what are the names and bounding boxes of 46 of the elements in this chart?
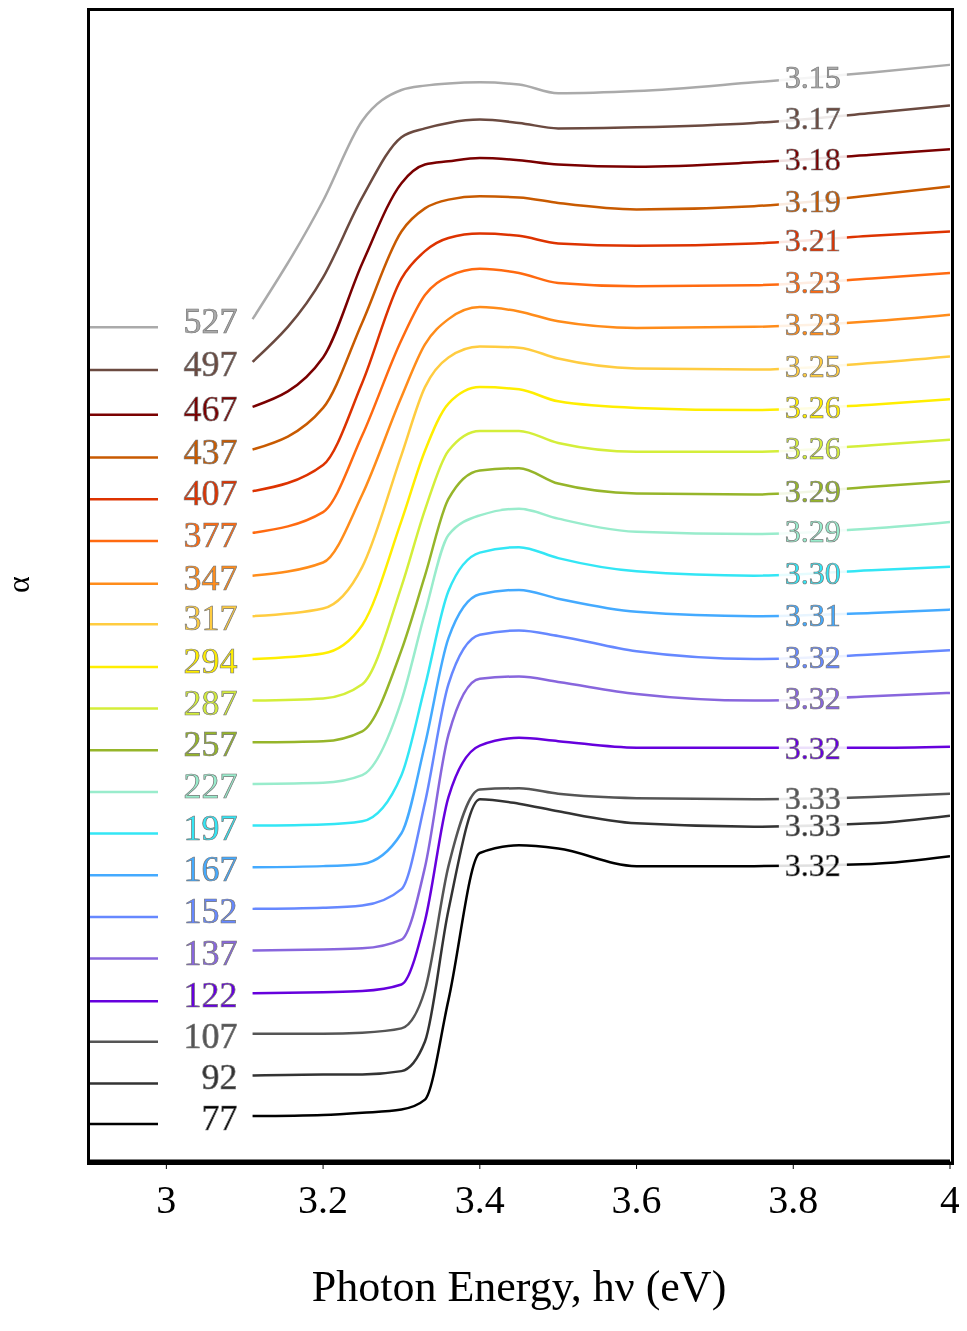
x-tick-label: 4 <box>940 1177 960 1223</box>
legend-label: 287 <box>183 682 238 723</box>
legend-label: 377 <box>183 514 238 555</box>
x-tick-label: 3.4 <box>454 1177 505 1223</box>
x-tick-label: 3.6 <box>611 1177 662 1223</box>
annotation: 3.17 <box>784 99 841 136</box>
x-tick-label: 3.8 <box>768 1177 819 1223</box>
legend-label: 347 <box>183 557 238 598</box>
annotation: 3.25 <box>784 348 841 385</box>
annotation: 3.32 <box>784 680 841 717</box>
legend-label: 92 <box>201 1057 238 1098</box>
x-tick-label: 3 <box>156 1177 177 1223</box>
annotation: 3.26 <box>784 389 841 426</box>
legend-label: 437 <box>183 431 238 472</box>
legend-label: 294 <box>183 640 238 681</box>
annotation: 3.15 <box>784 59 841 96</box>
x-axis-title: Photon Energy, hν (eV) <box>311 1262 727 1311</box>
annotation: 3.31 <box>784 596 841 633</box>
annotation: 3.29 <box>784 513 841 550</box>
legend-label: 107 <box>183 1015 238 1056</box>
legend-label: 227 <box>183 765 238 806</box>
legend-label: 197 <box>183 807 238 848</box>
annotation: 3.23 <box>784 263 841 300</box>
annotation: 3.26 <box>784 430 841 467</box>
legend-label: 122 <box>183 975 238 1016</box>
annotation: 3.23 <box>784 306 841 343</box>
x-tick-label: 3.2 <box>298 1177 349 1223</box>
annotation: 3.19 <box>784 182 841 219</box>
annotation: 3.32 <box>784 638 841 675</box>
legend-label: 77 <box>201 1098 238 1139</box>
legend-label: 497 <box>183 343 238 384</box>
annotation: 3.32 <box>784 847 841 884</box>
legend-label: 527 <box>183 301 238 342</box>
annotation: 3.32 <box>784 729 841 766</box>
annotation: 3.21 <box>784 221 841 258</box>
annotation: 3.30 <box>784 554 841 591</box>
annotation: 3.29 <box>784 472 841 509</box>
legend-label: 167 <box>183 849 238 890</box>
legend-label: 317 <box>183 598 238 639</box>
legend-label: 407 <box>183 473 238 514</box>
annotation: 3.18 <box>784 140 841 177</box>
legend-label: 137 <box>183 932 238 973</box>
legend-label: 152 <box>183 890 238 931</box>
legend-label: 467 <box>183 388 238 429</box>
legend-label: 257 <box>183 724 238 765</box>
y-axis-title: α <box>0 575 37 593</box>
